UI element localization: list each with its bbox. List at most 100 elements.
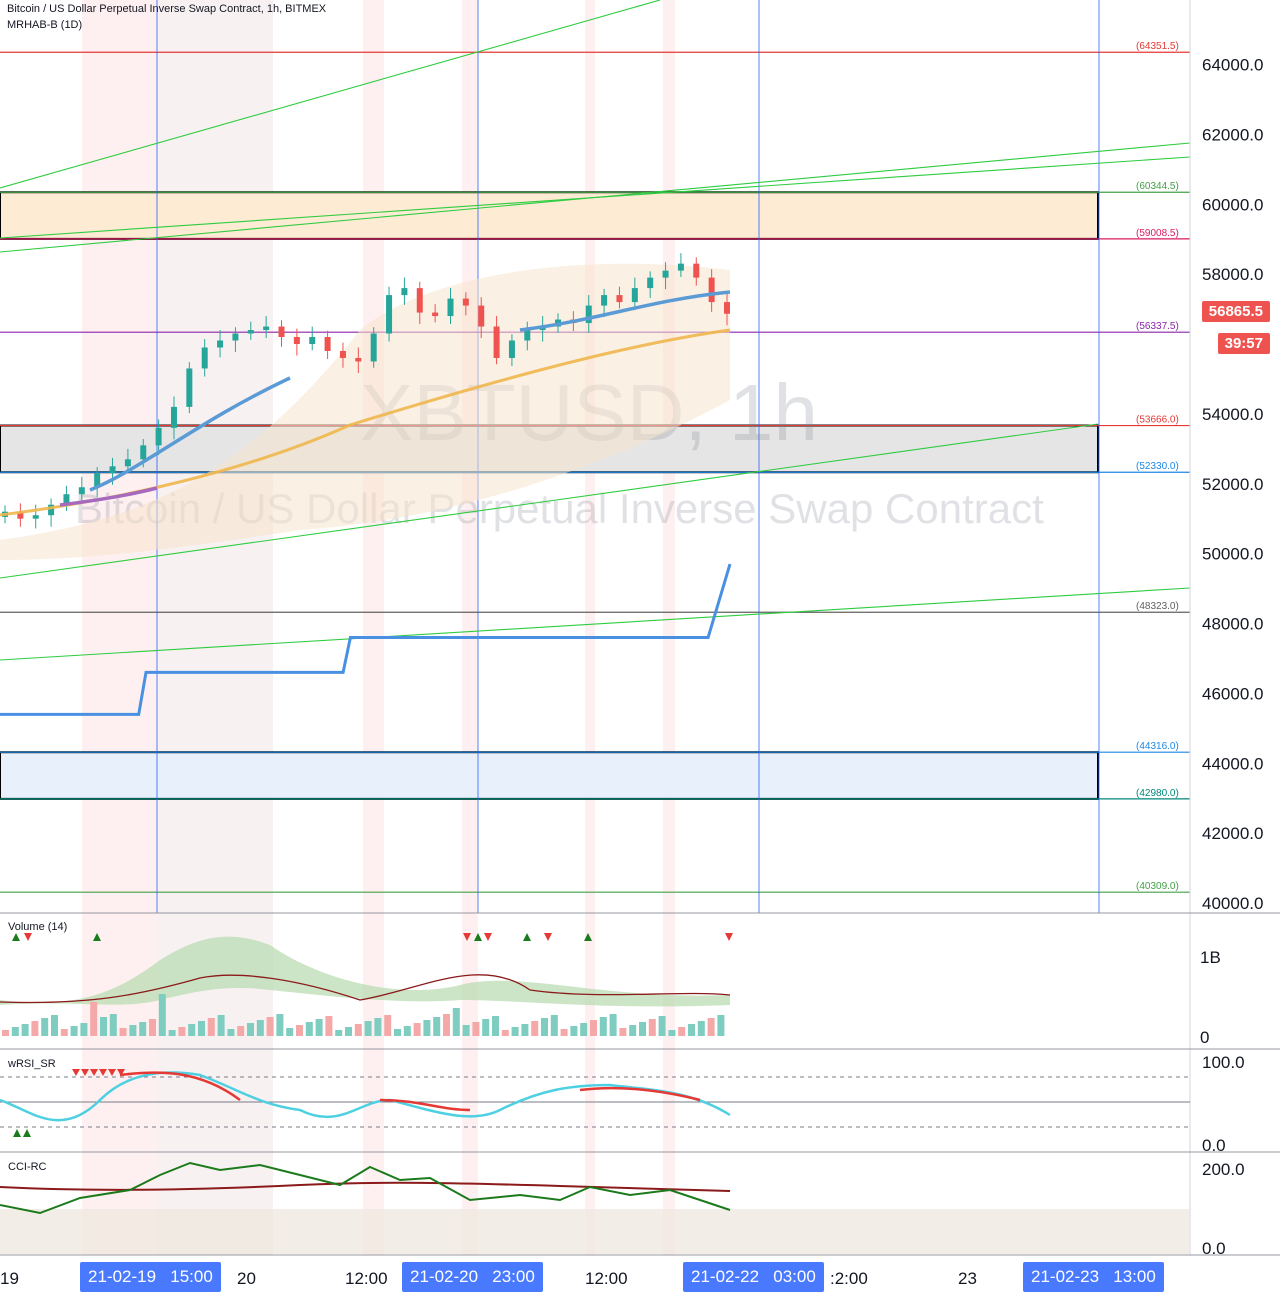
volume-bar-22	[217, 1015, 225, 1036]
volume-signal-marker-0	[12, 933, 20, 941]
chart-title: Bitcoin / US Dollar Perpetual Inverse Sw…	[7, 3, 327, 15]
candle-body-32	[493, 326, 500, 358]
cci-line	[0, 1161, 731, 1215]
candle-body-18	[278, 326, 285, 338]
wrsi-line-down	[119, 1071, 701, 1112]
candle-body-22	[339, 350, 346, 358]
candle-body-11	[170, 406, 177, 428]
candle-body-27	[416, 288, 423, 313]
level-label-4: (53666.0)	[1136, 415, 1179, 426]
wrsi-tick-1: 0.0	[1202, 1136, 1226, 1155]
volume-bar-47	[462, 1025, 470, 1036]
volume-bar-1	[11, 1027, 19, 1036]
candle-body-2	[32, 515, 39, 519]
candle-body-39	[601, 295, 608, 306]
volume-bar-37	[364, 1021, 372, 1036]
candle-body-3	[48, 504, 55, 516]
trendline-3	[0, 423, 1099, 579]
ema-fast-line-purple	[59, 486, 158, 507]
volume-bar-42	[413, 1023, 421, 1036]
step-line	[0, 563, 732, 716]
candle-body-41	[631, 288, 638, 303]
session-shade-3	[462, 0, 478, 1255]
volume-bar-65	[639, 1022, 646, 1036]
volume-bar-58	[570, 1026, 578, 1036]
volume-bar-68	[668, 1030, 676, 1036]
level-label-9: (40309.0)	[1136, 881, 1179, 892]
time-badge-2: 21-02-20 23:00	[402, 1262, 543, 1292]
wrsi-sell-marker-2	[90, 1069, 98, 1076]
volume-bar-53	[521, 1024, 529, 1036]
candle-body-45	[693, 263, 700, 278]
volume-bar-57	[560, 1029, 568, 1036]
candle-body-24	[370, 333, 377, 362]
session-shade-2	[363, 0, 384, 1255]
volume-bar-52	[511, 1027, 519, 1036]
volume-signal-marker-2	[93, 933, 101, 941]
wrsi-sell-marker-0	[72, 1069, 80, 1076]
cloud-band	[0, 263, 730, 560]
candle-body-29	[447, 298, 454, 317]
candle-body-23	[355, 357, 362, 362]
demand-zone-box	[0, 751, 1099, 800]
volume-bar-63	[619, 1028, 627, 1036]
volume-bar-48	[472, 1022, 480, 1036]
volume-bar-15	[149, 1019, 156, 1036]
volume-bar-9	[90, 1002, 98, 1036]
time-label-1: 20	[237, 1269, 256, 1288]
level-label-1: (60344.5)	[1136, 181, 1179, 192]
volume-bar-2	[21, 1024, 29, 1036]
wrsi-pane-title: wRSI_SR	[8, 1058, 56, 1070]
price-tick-6: 50000.0	[1202, 545, 1263, 564]
volume-ma-line	[0, 974, 731, 1004]
candle-body-38	[585, 305, 592, 324]
time-badge-1: 21-02-19 15:00	[80, 1262, 221, 1292]
candle-body-5	[78, 487, 85, 495]
volume-bar-19	[188, 1024, 196, 1036]
volume-signal-marker-9	[725, 933, 733, 941]
wrsi-sell-marker-1	[81, 1069, 89, 1076]
candle-body-40	[616, 295, 623, 303]
volume-bar-25	[247, 1023, 254, 1036]
level-label-3: (56337.5)	[1136, 321, 1179, 332]
candle-body-47	[724, 302, 730, 314]
volume-bar-40	[394, 1029, 401, 1036]
candle-body-28	[432, 312, 439, 317]
candle-body-44	[677, 263, 684, 271]
volume-bar-12	[119, 1028, 127, 1036]
volume-bar-54	[531, 1021, 539, 1036]
volume-bar-8	[80, 1023, 88, 1036]
time-label-2: 12:00	[345, 1269, 388, 1288]
candle-body-43	[662, 270, 669, 278]
volume-bar-66	[648, 1019, 656, 1036]
candle-body-8	[124, 459, 131, 467]
candle-body-15	[232, 333, 239, 341]
level-label-6: (48323.0)	[1136, 601, 1179, 612]
wrsi-line	[0, 1071, 731, 1122]
volume-bar-6	[60, 1029, 68, 1036]
wrsi-buy-marker-1	[23, 1129, 31, 1137]
volume-signal-marker-6	[523, 933, 531, 941]
level-label-5: (52330.0)	[1136, 461, 1179, 472]
volume-signal-marker-4	[474, 933, 482, 941]
trendline-2	[0, 156, 1191, 239]
volume-bar-5	[51, 1015, 58, 1036]
volume-bar-49	[482, 1019, 490, 1036]
cci-zone	[0, 1209, 1190, 1254]
trendline-0	[0, 0, 661, 189]
candle-body-21	[324, 337, 331, 351]
candle-body-20	[309, 337, 316, 344]
price-tick-2: 60000.0	[1202, 195, 1263, 214]
volume-bar-35	[345, 1027, 352, 1036]
volume-bar-30	[296, 1025, 303, 1036]
price-tick-11: 40000.0	[1202, 894, 1263, 913]
volume-bar-59	[580, 1023, 588, 1036]
price-tick-1: 62000.0	[1202, 125, 1263, 144]
volume-bar-70	[688, 1024, 695, 1036]
volume-bar-0	[2, 1030, 9, 1036]
volume-signal-marker-7	[544, 933, 552, 941]
candle-body-26	[401, 288, 408, 296]
volume-bar-69	[678, 1027, 686, 1036]
